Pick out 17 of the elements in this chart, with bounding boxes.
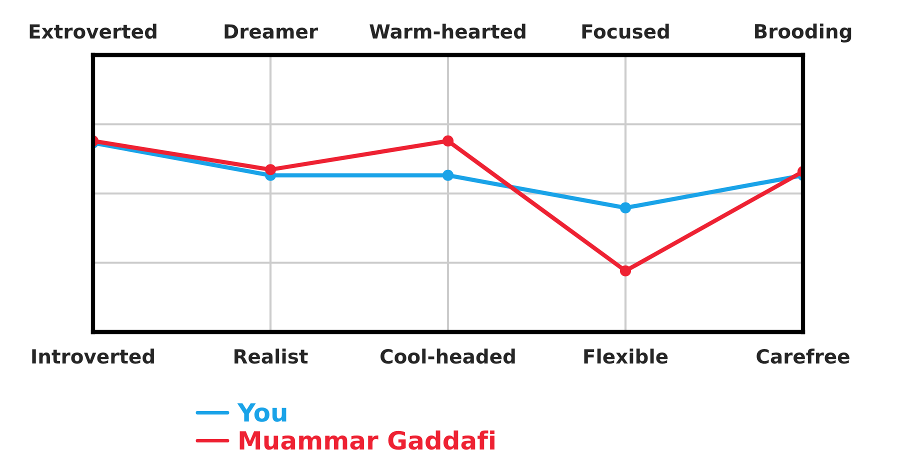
point: [442, 135, 454, 147]
text: Brooding: [755, 24, 852, 43]
point: [620, 265, 632, 276]
point: [264, 164, 276, 176]
x-tick-label: Carefree: [756, 348, 850, 364]
x-tick-label: Cool-headed: [380, 348, 515, 364]
text: Extroverted: [30, 24, 156, 39]
text: Dreamer: [224, 24, 318, 39]
text: Warm-hearted: [370, 24, 526, 39]
text: Focused: [582, 24, 669, 39]
x-tick-label: Flexible: [584, 348, 668, 364]
point: [620, 202, 632, 214]
point: [442, 170, 454, 181]
x-tick-label: Realist: [234, 348, 308, 364]
legend-label: You: [237, 403, 286, 422]
x-tick-label: Introverted: [32, 348, 154, 364]
legend-label: Muammar Gaddafi: [240, 430, 494, 450]
